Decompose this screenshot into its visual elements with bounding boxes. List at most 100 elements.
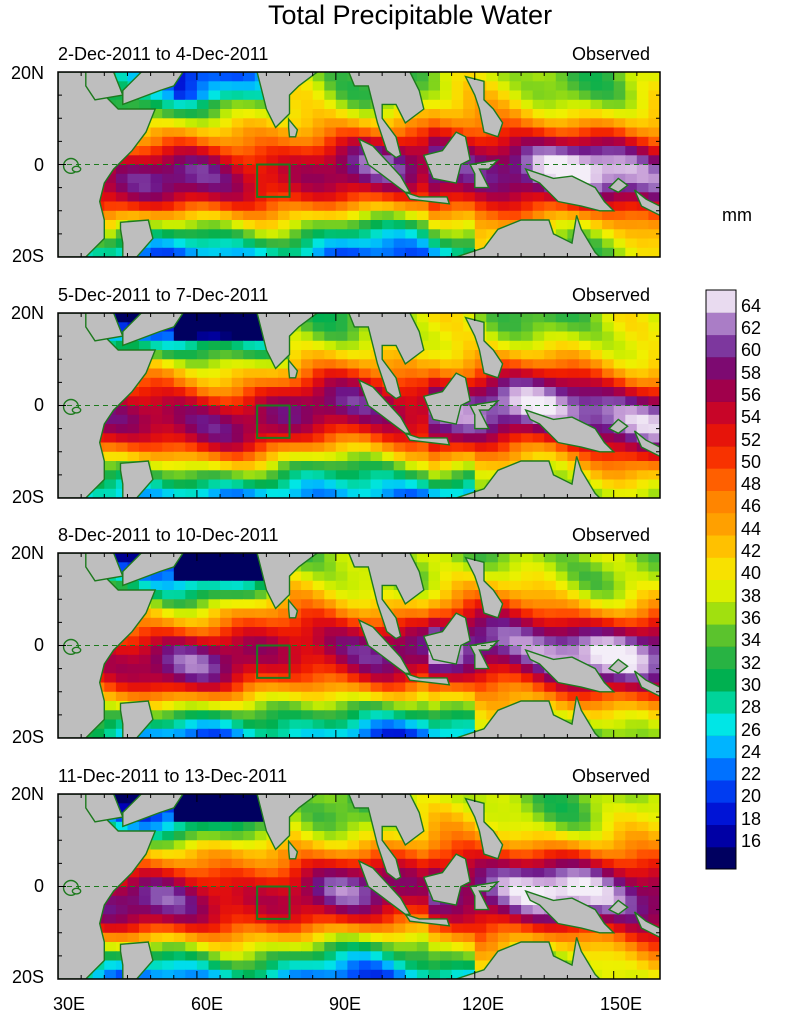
tpw-cell	[347, 99, 360, 110]
tpw-cell	[324, 470, 337, 481]
tpw-cell	[185, 118, 198, 129]
tpw-cell	[451, 238, 464, 249]
tpw-cell	[625, 728, 638, 738]
tpw-cell	[509, 673, 522, 684]
tpw-cell	[208, 664, 221, 674]
tpw-cell	[162, 960, 175, 971]
tpw-cell	[440, 562, 453, 573]
tpw-cell	[347, 821, 360, 832]
tpw-cell	[139, 405, 152, 416]
tpw-cell	[115, 424, 129, 434]
tpw-cell	[428, 72, 441, 82]
tpw-cell	[613, 387, 626, 397]
tpw-cell	[509, 136, 522, 147]
tpw-cell	[359, 599, 372, 610]
tpw-cell	[440, 691, 453, 702]
tpw-cell	[278, 840, 291, 851]
tpw-cell	[636, 81, 649, 92]
tpw-cell	[579, 146, 592, 156]
tpw-cell	[567, 636, 580, 647]
tpw-cell	[636, 350, 649, 360]
tpw-cell	[173, 812, 186, 823]
tpw-cell	[567, 682, 580, 693]
tpw-cell	[312, 923, 325, 934]
tpw-cell	[324, 562, 337, 573]
tpw-cell	[254, 109, 267, 119]
tpw-cell	[335, 451, 348, 462]
tpw-cell	[196, 479, 210, 490]
tpw-cell	[196, 682, 210, 693]
tpw-cell	[602, 895, 615, 906]
tpw-cell	[278, 710, 291, 721]
tpw-cell	[208, 414, 221, 425]
tpw-cell	[266, 951, 279, 962]
tpw-cell	[254, 247, 267, 257]
tpw-cell	[636, 238, 649, 249]
tpw-cell	[104, 247, 117, 257]
tpw-cell	[636, 794, 649, 804]
tpw-cell	[278, 627, 291, 637]
tpw-cell	[266, 923, 279, 934]
tpw-cell	[289, 90, 302, 101]
tpw-cell	[173, 728, 186, 738]
tpw-cell	[335, 247, 348, 257]
tpw-cell	[301, 840, 314, 851]
tpw-cell	[231, 127, 244, 138]
tpw-cell	[370, 192, 383, 203]
land-mass	[122, 794, 184, 828]
tpw-cell	[185, 340, 198, 351]
tpw-cell	[173, 682, 186, 693]
tpw-cell	[636, 868, 649, 878]
tpw-cell	[497, 81, 511, 92]
tpw-cell	[393, 118, 406, 129]
tpw-cell	[127, 895, 140, 906]
tpw-cell	[625, 220, 638, 230]
tpw-cell	[532, 405, 545, 416]
tpw-cell	[243, 942, 256, 952]
tpw-cell	[474, 377, 487, 388]
tpw-cell	[173, 127, 186, 138]
tpw-cell	[185, 969, 198, 979]
tpw-cell	[625, 905, 638, 915]
tpw-cell	[289, 247, 302, 257]
tpw-cell	[405, 173, 418, 184]
tpw-cell	[173, 99, 186, 110]
tpw-cell	[289, 155, 302, 166]
tpw-cell	[359, 654, 372, 665]
tpw-cell	[196, 451, 210, 462]
tpw-cell	[289, 951, 302, 962]
tpw-cell	[162, 858, 175, 869]
tpw-cell	[521, 831, 534, 841]
tpw-cell	[428, 571, 441, 582]
tpw-cell	[440, 599, 453, 610]
tpw-cell	[440, 72, 453, 82]
tpw-cell	[393, 136, 406, 147]
tpw-cell	[104, 238, 117, 249]
tpw-cell	[359, 183, 372, 193]
tpw-cell	[370, 858, 383, 869]
tpw-cell	[243, 719, 256, 730]
tpw-cell	[544, 636, 557, 647]
land-mass	[469, 158, 500, 189]
tpw-cell	[347, 627, 360, 637]
tpw-cell	[301, 470, 314, 481]
tpw-cell	[440, 905, 453, 915]
tpw-cell	[185, 368, 198, 379]
tpw-cell	[555, 340, 568, 351]
tpw-cell	[497, 701, 511, 711]
tpw-cell	[185, 654, 198, 665]
tpw-cell	[127, 627, 140, 637]
tpw-cell	[428, 118, 441, 129]
tpw-cell	[613, 229, 626, 240]
tpw-cell	[312, 359, 325, 370]
tpw-cell	[359, 673, 372, 684]
tpw-cell	[602, 728, 615, 738]
tpw-cell	[509, 433, 522, 444]
tpw-cell	[428, 247, 441, 257]
tpw-cell	[220, 377, 233, 388]
tpw-cell	[486, 886, 499, 897]
tpw-cell	[532, 627, 545, 637]
tpw-cell	[382, 396, 395, 407]
colorbar-label-38: 38	[741, 586, 762, 606]
tpw-cell	[613, 155, 626, 166]
